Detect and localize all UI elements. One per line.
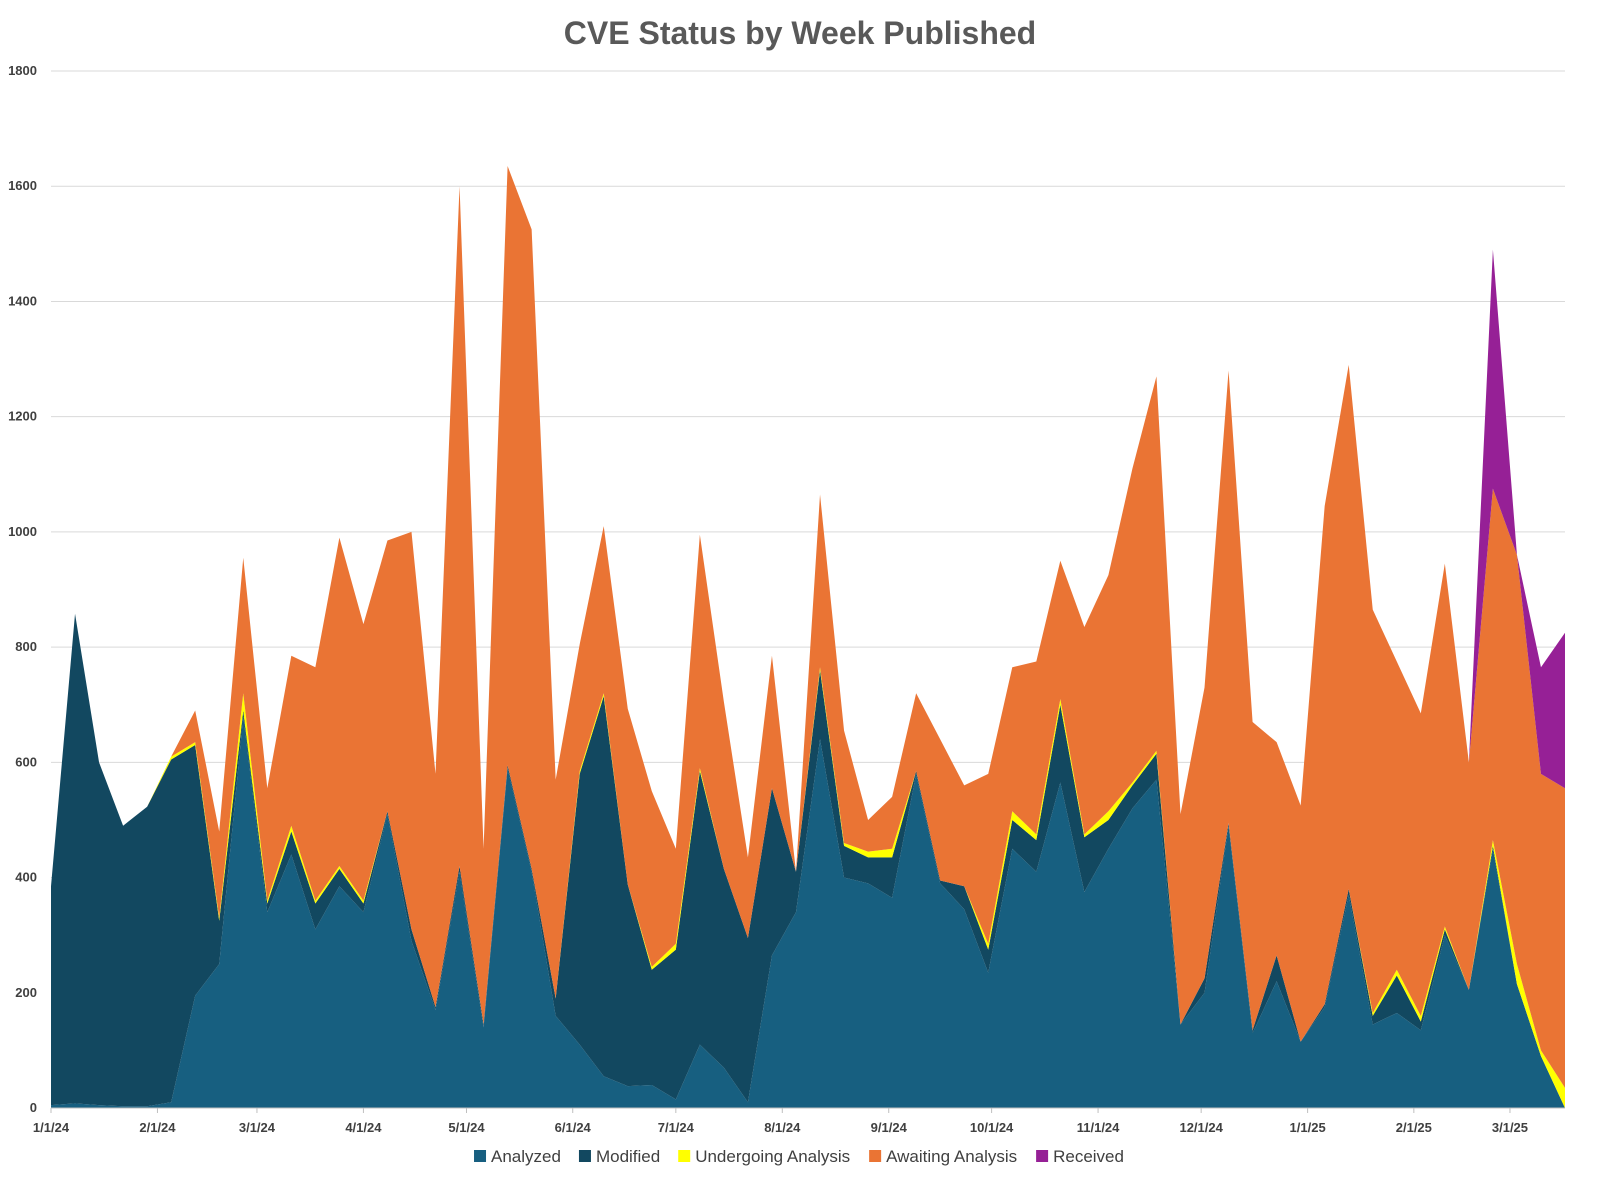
legend-swatch-awaiting-analysis xyxy=(869,1150,882,1162)
legend-label: Awaiting Analysis xyxy=(886,1147,1017,1166)
y-tick-label: 600 xyxy=(15,754,37,769)
y-axis-ticks: 0 200 400 600 800 1000 1200 1400 1600 1800 xyxy=(8,63,37,1115)
legend-label: Undergoing Analysis xyxy=(695,1147,850,1166)
y-tick-label: 1000 xyxy=(8,524,37,539)
x-tick-label: 1/1/24 xyxy=(33,1120,70,1135)
y-tick-label: 0 xyxy=(30,1100,37,1115)
legend-label: Received xyxy=(1053,1147,1124,1166)
x-tick-label: 4/1/24 xyxy=(345,1120,382,1135)
x-axis-ticks: 1/1/24 2/1/24 3/1/24 4/1/24 5/1/24 6/1/24 7/1/… xyxy=(33,1108,1528,1135)
x-tick-label: 9/1/24 xyxy=(871,1120,908,1135)
legend-label: Modified xyxy=(596,1147,660,1166)
y-tick-label: 200 xyxy=(15,985,37,1000)
legend-swatch-undergoing-analysis xyxy=(678,1150,691,1162)
y-tick-label: 400 xyxy=(15,870,37,885)
x-tick-label: 3/1/24 xyxy=(239,1120,276,1135)
y-tick-label: 800 xyxy=(15,639,37,654)
x-tick-label: 12/1/24 xyxy=(1179,1120,1223,1135)
chart-title: CVE Status by Week Published xyxy=(564,15,1036,51)
x-tick-label: 11/1/24 xyxy=(1077,1120,1120,1135)
x-tick-label: 6/1/24 xyxy=(555,1120,592,1135)
legend-swatch-analyzed xyxy=(474,1150,487,1162)
legend-swatch-received xyxy=(1036,1150,1049,1162)
y-tick-label: 1400 xyxy=(8,293,37,308)
x-tick-label: 10/1/24 xyxy=(970,1120,1014,1135)
y-tick-label: 1600 xyxy=(8,178,37,193)
x-tick-label: 3/1/25 xyxy=(1492,1120,1528,1135)
x-tick-label: 8/1/24 xyxy=(764,1120,801,1135)
legend: Analyzed Modified Undergoing Analysis Await… xyxy=(474,1147,1124,1166)
x-tick-label: 5/1/24 xyxy=(448,1120,485,1135)
series-areas xyxy=(51,166,1565,1109)
area-series-analyzed xyxy=(51,716,1565,1108)
x-tick-label: 7/1/24 xyxy=(658,1120,695,1135)
area-series-awaiting-analysis xyxy=(51,166,1565,1088)
x-tick-label: 2/1/24 xyxy=(139,1120,176,1135)
legend-label: Analyzed xyxy=(491,1147,561,1166)
x-tick-label: 1/1/25 xyxy=(1290,1120,1326,1135)
y-tick-label: 1800 xyxy=(8,63,37,78)
x-tick-label: 2/1/25 xyxy=(1396,1120,1432,1135)
legend-swatch-modified xyxy=(578,1150,591,1162)
y-tick-label: 1200 xyxy=(8,409,37,424)
